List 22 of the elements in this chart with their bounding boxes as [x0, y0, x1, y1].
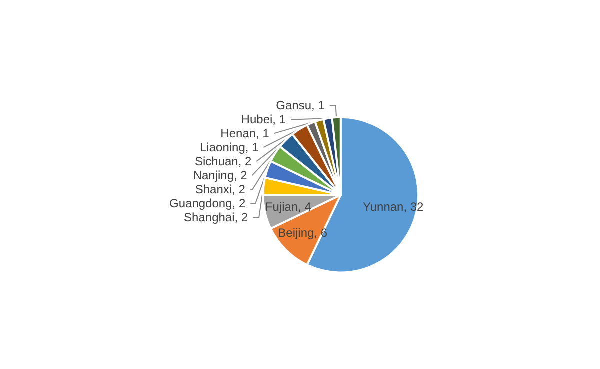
data-label: , 2: [232, 182, 246, 197]
data-label: , 1: [272, 112, 286, 127]
slice-label: Henan: [220, 126, 256, 141]
data-label: , 2: [238, 154, 252, 169]
slice-label: Sichuan: [194, 154, 238, 169]
slice-label: Guangdong: [170, 196, 232, 211]
data-label: , 2: [232, 196, 246, 211]
data-label: , 1: [245, 140, 260, 155]
slice-label: Yunnan: [362, 200, 404, 214]
data-label: , 2: [234, 210, 248, 225]
slice-label: Shanxi: [195, 182, 232, 197]
slice-label: Beijing: [278, 226, 314, 240]
slice-label: Gansu: [276, 98, 312, 113]
slice-label: Liaoning: [200, 140, 246, 155]
data-label: , 1: [312, 98, 326, 113]
data-label: , 1: [256, 126, 270, 141]
slice-label: Nanjing: [193, 168, 234, 183]
slice-label: Fujian: [265, 200, 298, 214]
slice-label: Hubei: [241, 112, 273, 127]
slice-label: Shanghai: [184, 210, 235, 225]
data-label: , 2: [234, 168, 248, 183]
data-label: , 4: [298, 200, 312, 214]
